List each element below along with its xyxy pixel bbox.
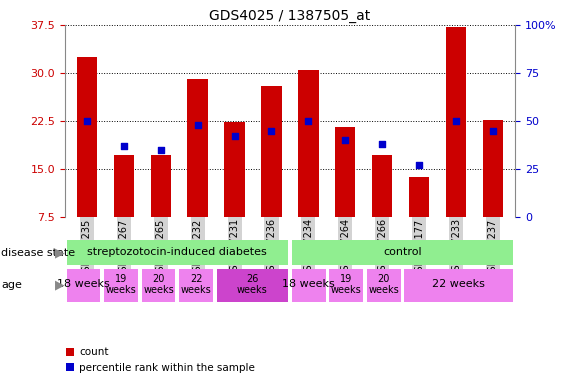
Bar bbox=[225, 122, 245, 217]
Point bbox=[378, 141, 387, 147]
Point bbox=[267, 127, 276, 134]
Legend: count, percentile rank within the sample: count, percentile rank within the sample bbox=[61, 343, 259, 377]
Bar bbox=[372, 155, 392, 217]
Bar bbox=[187, 79, 208, 217]
Bar bbox=[142, 269, 176, 301]
Text: ▶: ▶ bbox=[55, 278, 65, 291]
Point bbox=[341, 137, 350, 143]
Bar bbox=[367, 269, 401, 301]
Bar bbox=[292, 240, 513, 265]
Bar bbox=[446, 27, 466, 217]
Bar bbox=[66, 269, 100, 301]
Text: 20
weeks: 20 weeks bbox=[368, 273, 399, 295]
Bar bbox=[66, 240, 288, 265]
Bar bbox=[329, 269, 363, 301]
Point bbox=[230, 133, 239, 139]
Point bbox=[156, 147, 165, 153]
Point bbox=[304, 118, 313, 124]
Bar bbox=[335, 127, 355, 217]
Title: GDS4025 / 1387505_at: GDS4025 / 1387505_at bbox=[209, 8, 370, 23]
Text: 26
weeks: 26 weeks bbox=[237, 273, 268, 295]
Bar bbox=[404, 269, 513, 301]
Text: 18 weeks: 18 weeks bbox=[282, 280, 335, 290]
Point bbox=[415, 162, 424, 168]
Point bbox=[82, 118, 91, 124]
Text: control: control bbox=[383, 247, 422, 257]
Bar bbox=[77, 57, 97, 217]
Text: 22 weeks: 22 weeks bbox=[432, 280, 485, 290]
Bar bbox=[217, 269, 288, 301]
Bar bbox=[114, 155, 134, 217]
Text: 19
weeks: 19 weeks bbox=[106, 273, 136, 295]
Text: 22
weeks: 22 weeks bbox=[181, 273, 212, 295]
Point bbox=[193, 122, 202, 128]
Bar bbox=[261, 86, 282, 217]
Text: 20
weeks: 20 weeks bbox=[143, 273, 174, 295]
Bar bbox=[409, 177, 430, 217]
Bar bbox=[483, 120, 503, 217]
Bar bbox=[292, 269, 325, 301]
Point bbox=[119, 143, 128, 149]
Bar bbox=[179, 269, 213, 301]
Bar bbox=[298, 70, 319, 217]
Bar bbox=[150, 155, 171, 217]
Point bbox=[489, 127, 498, 134]
Text: ▶: ▶ bbox=[55, 246, 65, 259]
Point bbox=[452, 118, 461, 124]
Text: disease state: disease state bbox=[1, 248, 75, 258]
Bar bbox=[104, 269, 138, 301]
Text: streptozotocin-induced diabetes: streptozotocin-induced diabetes bbox=[87, 247, 267, 257]
Text: 18 weeks: 18 weeks bbox=[57, 280, 110, 290]
Text: 19
weeks: 19 weeks bbox=[331, 273, 361, 295]
Text: age: age bbox=[1, 280, 22, 290]
